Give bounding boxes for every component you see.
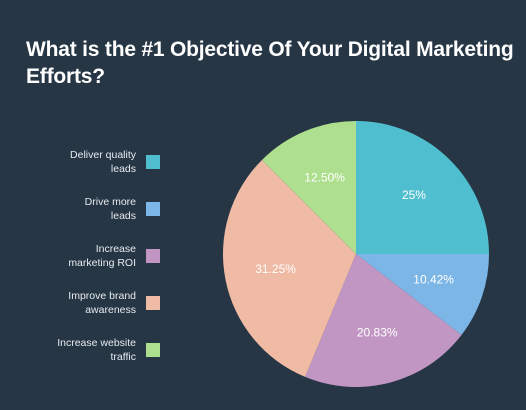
legend-item: Deliver quality leads: [20, 148, 160, 176]
pie-slice: [356, 254, 489, 335]
legend-swatch: [146, 296, 160, 310]
legend-swatch: [146, 155, 160, 169]
legend-swatch: [146, 202, 160, 216]
slice-percent-label: 31.25%: [255, 262, 296, 276]
pie-slice: [223, 159, 356, 377]
legend-label: Increase website traffic: [57, 337, 136, 363]
slice-percent-label: 10.42%: [413, 273, 454, 287]
slice-percent-label: 20.83%: [357, 325, 398, 339]
slice-percent-label: 12.50%: [304, 170, 345, 184]
legend-label: Improve brand awareness: [68, 290, 136, 316]
pie-slice: [261, 121, 356, 254]
legend-item: Drive more leads: [20, 195, 160, 223]
chart-title: What is the #1 Objective Of Your Digital…: [26, 38, 514, 88]
legend-item: Increase website traffic: [20, 336, 160, 364]
legend-label: Drive more leads: [84, 196, 136, 222]
legend-swatch: [146, 343, 160, 357]
pie-slice: [305, 254, 462, 387]
legend-item: Improve brand awareness: [20, 289, 160, 317]
legend-item: Increase marketing ROI: [20, 242, 160, 270]
legend-label: Increase marketing ROI: [68, 243, 136, 269]
pie-slice: [356, 121, 489, 254]
legend-swatch: [146, 249, 160, 263]
legend-label: Deliver quality leads: [70, 149, 136, 175]
slice-percent-label: 25%: [402, 188, 426, 202]
